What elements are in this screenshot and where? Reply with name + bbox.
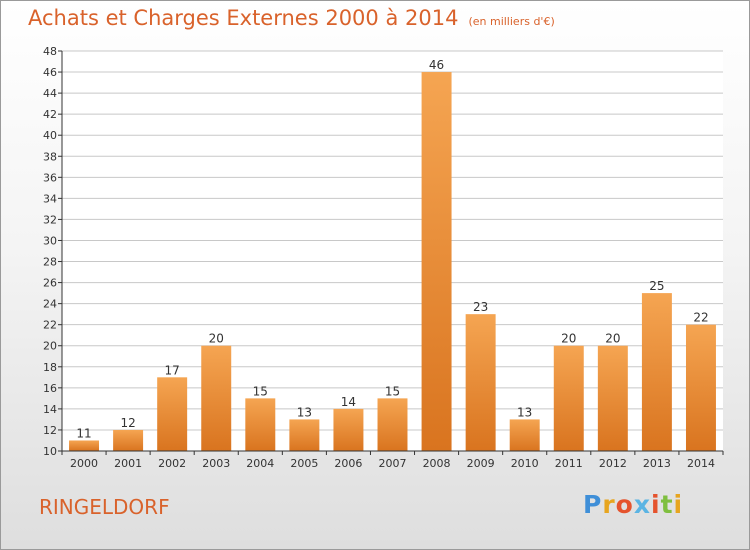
bar xyxy=(641,293,672,451)
x-tick-label: 2010 xyxy=(511,457,539,470)
y-tick-label: 16 xyxy=(43,382,57,395)
logo-letter: P xyxy=(583,490,603,519)
bar xyxy=(597,345,628,451)
x-tick-label: 2001 xyxy=(114,457,142,470)
data-label: 14 xyxy=(341,395,356,409)
x-tick-label: 2000 xyxy=(70,457,98,470)
x-axis-ticks: 2000 2001 2002 2003 2004 2005 2006 2007 2008 2009… xyxy=(61,451,724,470)
data-label: 13 xyxy=(517,405,532,419)
bar xyxy=(201,345,232,451)
bar xyxy=(113,429,144,451)
logo-letter: i xyxy=(673,490,684,519)
logo-letter: o xyxy=(615,490,634,519)
y-tick-label: 36 xyxy=(43,171,57,184)
logo-letter: r xyxy=(602,490,616,519)
y-tick-label: 20 xyxy=(43,340,57,353)
y-tick-label: 42 xyxy=(43,108,57,121)
x-tick-label: 2006 xyxy=(334,457,362,470)
data-labels: 11 12 17 20 15 13 14 15 46 23 13 20 20 25 22 xyxy=(76,58,708,440)
y-tick-label: 18 xyxy=(43,361,57,374)
y-tick-label: 38 xyxy=(43,150,57,163)
bar xyxy=(377,398,408,451)
y-tick-label: 28 xyxy=(43,256,57,269)
y-tick-label: 14 xyxy=(43,403,57,416)
y-tick-label: 32 xyxy=(43,213,57,226)
y-tick-label: 46 xyxy=(43,66,57,79)
x-tick-label: 2005 xyxy=(290,457,318,470)
bar xyxy=(69,440,100,451)
bar xyxy=(157,377,188,451)
bar xyxy=(685,324,716,451)
data-label: 46 xyxy=(429,58,444,72)
bar xyxy=(245,398,276,451)
x-tick-label: 2002 xyxy=(158,457,186,470)
bar xyxy=(553,345,584,451)
y-tick-label: 30 xyxy=(43,234,57,247)
y-tick-label: 34 xyxy=(43,192,57,205)
city-name: RINGELDORF xyxy=(39,495,170,519)
x-tick-label: 2004 xyxy=(246,457,274,470)
data-label: 20 xyxy=(209,332,224,346)
bar xyxy=(421,72,452,451)
logo-letter: t xyxy=(660,490,674,519)
data-label: 15 xyxy=(253,384,268,398)
proxiti-logo: Proxiti xyxy=(583,490,683,519)
data-label: 22 xyxy=(693,311,708,325)
data-label: 23 xyxy=(473,300,488,314)
data-label: 15 xyxy=(385,384,400,398)
data-label: 13 xyxy=(297,405,312,419)
y-tick-label: 24 xyxy=(43,298,57,311)
y-axis-ticks: 10 12 14 16 18 20 22 24 26 28 30 32 34 36 38 40 42 44 46 48 xyxy=(43,45,62,458)
y-tick-label: 40 xyxy=(43,129,57,142)
y-tick-label: 22 xyxy=(43,319,57,332)
bars xyxy=(69,72,716,451)
y-tick-label: 12 xyxy=(43,424,57,437)
logo-letter: i xyxy=(651,490,661,519)
bar xyxy=(465,314,496,451)
x-tick-label: 2013 xyxy=(643,457,671,470)
chart-title: Achats et Charges Externes 2000 à 2014 (e… xyxy=(28,6,555,30)
x-tick-label: 2007 xyxy=(379,457,407,470)
y-tick-label: 48 xyxy=(43,45,57,58)
data-label: 25 xyxy=(649,279,664,293)
data-label: 20 xyxy=(561,332,576,346)
data-label: 17 xyxy=(165,363,180,377)
x-tick-label: 2008 xyxy=(423,457,451,470)
x-tick-label: 2009 xyxy=(467,457,495,470)
logo-letter: x xyxy=(633,490,651,519)
data-label: 11 xyxy=(76,426,91,440)
bar xyxy=(333,408,364,451)
bar xyxy=(289,419,320,451)
data-label: 12 xyxy=(120,416,135,430)
y-tick-label: 44 xyxy=(43,87,57,100)
x-tick-label: 2011 xyxy=(555,457,583,470)
bar xyxy=(509,419,540,451)
y-tick-label: 10 xyxy=(43,445,57,458)
chart-title-main: Achats et Charges Externes 2000 à 2014 xyxy=(28,6,459,30)
chart-unit-label: (en milliers d'€) xyxy=(468,15,555,28)
data-label: 20 xyxy=(605,332,620,346)
x-tick-label: 2014 xyxy=(687,457,715,470)
x-tick-label: 2003 xyxy=(202,457,230,470)
y-tick-label: 26 xyxy=(43,277,57,290)
x-tick-label: 2012 xyxy=(599,457,627,470)
